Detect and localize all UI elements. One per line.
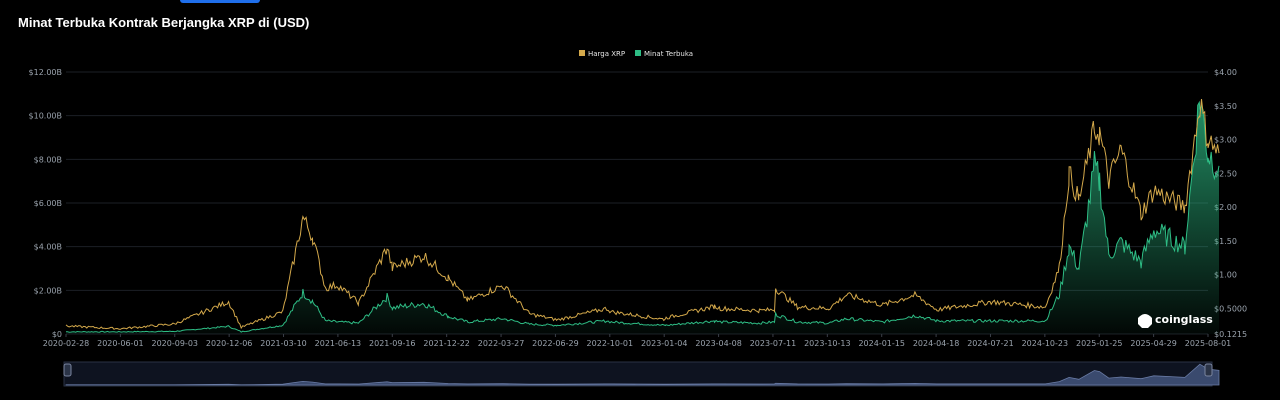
y-left-tick-label: $0 xyxy=(52,330,62,339)
x-axis-ticks: 2020-02-28 2020-06-01 2020-09-03 2020-12-06… xyxy=(43,334,1232,348)
x-tick-label: 2020-12-06 xyxy=(206,339,253,348)
y-left-tick-label: $4.00B xyxy=(34,243,62,252)
x-tick-label: 2025-08-01 xyxy=(1185,339,1232,348)
navigator-area xyxy=(65,363,1220,386)
x-tick-label: 2021-09-16 xyxy=(369,339,416,348)
x-tick-label: 2023-04-08 xyxy=(695,339,742,348)
coinglass-logo: coinglass xyxy=(1138,313,1213,328)
legend-swatch-price xyxy=(579,50,585,56)
active-tab-indicator[interactable] xyxy=(180,0,260,3)
right-axis-ticks: $0.1215 $0.5000 $1.00 $1.50 $2.00 $2.50 $3.00 $… xyxy=(1214,68,1247,339)
x-tick-label: 2020-02-28 xyxy=(43,339,90,348)
y-left-tick-label: $10.00B xyxy=(29,112,62,121)
navigator[interactable] xyxy=(63,361,1220,387)
x-tick-label: 2025-01-25 xyxy=(1076,339,1123,348)
series-line-price xyxy=(65,99,1220,330)
series-line-open-interest xyxy=(66,100,1220,333)
series-layer xyxy=(65,99,1220,334)
legend-swatch-open-interest xyxy=(635,50,641,56)
y-right-tick-label: $1.00 xyxy=(1214,271,1237,280)
legend-label-price: Harga XRP xyxy=(588,50,625,58)
y-left-tick-label: $12.00B xyxy=(29,68,62,77)
x-tick-label: 2023-01-04 xyxy=(641,339,688,348)
y-right-tick-label: $0.1215 xyxy=(1214,330,1247,339)
y-right-tick-label: $1.50 xyxy=(1214,237,1237,246)
x-tick-label: 2024-01-15 xyxy=(858,339,905,348)
y-left-tick-label: $2.00B xyxy=(34,286,62,295)
chart-title: Minat Terbuka Kontrak Berjangka XRP di (… xyxy=(18,15,310,30)
x-tick-label: 2024-07-21 xyxy=(967,339,1014,348)
series-area-open-interest xyxy=(66,102,1219,334)
x-tick-label: 2021-12-22 xyxy=(423,339,470,348)
navigator-track xyxy=(63,361,1213,387)
x-tick-label: 2021-03-10 xyxy=(260,339,307,348)
grid-lines xyxy=(66,71,1208,335)
x-tick-label: 2022-10-01 xyxy=(587,339,634,348)
navigator-left-handle xyxy=(63,363,72,377)
y-right-tick-label: $4.00 xyxy=(1214,68,1237,77)
x-tick-label: 2022-03-27 xyxy=(478,339,525,348)
y-right-tick-label: $2.00 xyxy=(1214,203,1237,212)
coinglass-icon xyxy=(1138,314,1152,328)
x-tick-label: 2023-07-11 xyxy=(750,339,797,348)
y-right-tick-label: $3.50 xyxy=(1214,102,1237,111)
brand-label: coinglass xyxy=(1155,313,1213,326)
x-tick-label: 2024-04-18 xyxy=(913,339,960,348)
x-tick-label: 2025-04-29 xyxy=(1130,339,1177,348)
x-tick-label: 2020-09-03 xyxy=(152,339,199,348)
x-tick-label: 2020-06-01 xyxy=(97,339,144,348)
y-right-tick-label: $0.5000 xyxy=(1214,304,1247,313)
x-tick-label: 2022-06-29 xyxy=(532,339,579,348)
x-tick-label: 2023-10-13 xyxy=(804,339,851,348)
y-right-tick-label: $2.50 xyxy=(1214,169,1237,178)
legend[interactable]: Harga XRP Minat Terbuka xyxy=(579,50,693,58)
navigator-right-handle xyxy=(1204,363,1213,377)
y-right-tick-label: $3.00 xyxy=(1214,136,1237,145)
legend-label-open-interest: Minat Terbuka xyxy=(644,50,693,58)
y-left-tick-label: $8.00B xyxy=(34,155,62,164)
y-left-tick-label: $6.00B xyxy=(34,199,62,208)
left-axis-ticks: $0 $2.00B $4.00B $6.00B $8.00B $10.00B $12.00B xyxy=(29,68,62,339)
x-tick-label: 2021-06-13 xyxy=(315,339,362,348)
x-tick-label: 2024-10-23 xyxy=(1022,339,1069,348)
